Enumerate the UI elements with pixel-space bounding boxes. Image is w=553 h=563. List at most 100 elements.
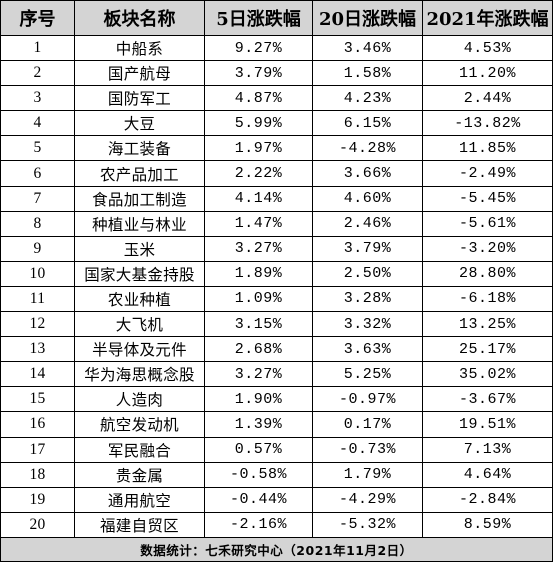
cell-20day-change: 3.63% (312, 336, 423, 363)
table-row: 17 军民融合 0.57% -0.73% 7.13% (0, 436, 553, 463)
cell-20day-change: 1.79% (312, 461, 423, 488)
cell-index: 20 (0, 511, 75, 539)
cell-20day-change: -0.97% (312, 386, 423, 413)
cell-5day-change: 3.27% (204, 235, 313, 262)
cell-5day-change: 5.99% (204, 110, 313, 137)
cell-2021-change: -5.45% (422, 185, 553, 212)
cell-index: 7 (0, 185, 75, 212)
cell-5day-change: 1.39% (204, 411, 313, 438)
header-5day-change: 5日涨跌幅 (204, 0, 313, 36)
cell-20day-change: 3.28% (312, 285, 423, 313)
cell-20day-change: 3.46% (312, 34, 423, 62)
cell-index: 11 (0, 285, 75, 313)
table-row: 8 种植业与林业 1.47% 2.46% -5.61% (0, 210, 553, 237)
cell-2021-change: -3.67% (422, 386, 553, 413)
cell-index: 2 (0, 60, 75, 87)
cell-2021-change: 11.20% (422, 60, 553, 87)
cell-20day-change: 4.23% (312, 85, 423, 112)
cell-sector-name: 海工装备 (74, 135, 205, 162)
cell-sector-name: 国产航母 (74, 60, 205, 87)
cell-sector-name: 贵金属 (74, 461, 205, 488)
footer-row: 数据统计：七禾研究中心（2021年11月2日） (0, 537, 553, 562)
cell-index: 9 (0, 235, 75, 262)
cell-2021-change: 4.64% (422, 461, 553, 488)
table-row: 20 福建自贸区 -2.16% -5.32% 8.59% (0, 511, 553, 539)
cell-5day-change: 2.68% (204, 336, 313, 363)
cell-index: 10 (0, 260, 75, 287)
cell-5day-change: 3.27% (204, 361, 313, 388)
table-row: 16 航空发动机 1.39% 0.17% 19.51% (0, 411, 553, 438)
header-sector-name: 板块名称 (74, 0, 205, 36)
cell-sector-name: 大飞机 (74, 311, 205, 338)
table-row: 4 大豆 5.99% 6.15% -13.82% (0, 110, 553, 137)
cell-sector-name: 中船系 (74, 34, 205, 62)
data-source-note: 数据统计：七禾研究中心（2021年11月2日） (0, 537, 553, 562)
cell-2021-change: 11.85% (422, 135, 553, 162)
cell-20day-change: 1.58% (312, 60, 423, 87)
cell-20day-change: 2.50% (312, 260, 423, 287)
cell-2021-change: 28.80% (422, 260, 553, 287)
table-row: 10 国家大基金持股 1.89% 2.50% 28.80% (0, 260, 553, 287)
cell-2021-change: 2.44% (422, 85, 553, 112)
cell-index: 17 (0, 436, 75, 463)
cell-2021-change: 25.17% (422, 336, 553, 363)
cell-index: 14 (0, 361, 75, 388)
cell-20day-change: 5.25% (312, 361, 423, 388)
cell-5day-change: -2.16% (204, 511, 313, 539)
table-row: 3 国防军工 4.87% 4.23% 2.44% (0, 85, 553, 112)
cell-20day-change: -4.29% (312, 486, 423, 513)
cell-5day-change: 1.97% (204, 135, 313, 162)
table-row: 13 半导体及元件 2.68% 3.63% 25.17% (0, 336, 553, 363)
cell-sector-name: 玉米 (74, 235, 205, 262)
cell-index: 15 (0, 386, 75, 413)
cell-20day-change: 0.17% (312, 411, 423, 438)
table-row: 12 大飞机 3.15% 3.32% 13.25% (0, 311, 553, 338)
table-row: 9 玉米 3.27% 3.79% -3.20% (0, 235, 553, 262)
cell-sector-name: 华为海思概念股 (74, 361, 205, 388)
cell-20day-change: 6.15% (312, 110, 423, 137)
table-row: 2 国产航母 3.79% 1.58% 11.20% (0, 60, 553, 87)
cell-sector-name: 国防军工 (74, 85, 205, 112)
cell-index: 5 (0, 135, 75, 162)
cell-index: 18 (0, 461, 75, 488)
table-row: 18 贵金属 -0.58% 1.79% 4.64% (0, 461, 553, 488)
cell-2021-change: -2.49% (422, 160, 553, 187)
cell-index: 3 (0, 85, 75, 112)
cell-2021-change: 7.13% (422, 436, 553, 463)
table-row: 19 通用航空 -0.44% -4.29% -2.84% (0, 486, 553, 513)
cell-2021-change: -5.61% (422, 210, 553, 237)
cell-sector-name: 人造肉 (74, 386, 205, 413)
cell-sector-name: 军民融合 (74, 436, 205, 463)
header-row: 序号 板块名称 5日涨跌幅 20日涨跌幅 2021年涨跌幅 (0, 0, 553, 36)
header-20day-change: 20日涨跌幅 (312, 0, 423, 36)
cell-sector-name: 通用航空 (74, 486, 205, 513)
cell-5day-change: 3.79% (204, 60, 313, 87)
header-2021-change: 2021年涨跌幅 (422, 0, 553, 36)
cell-5day-change: 4.87% (204, 85, 313, 112)
cell-sector-name: 大豆 (74, 110, 205, 137)
cell-5day-change: 1.47% (204, 210, 313, 237)
cell-5day-change: 0.57% (204, 436, 313, 463)
table-row: 11 农业种植 1.09% 3.28% -6.18% (0, 285, 553, 313)
cell-sector-name: 种植业与林业 (74, 210, 205, 237)
table-row: 5 海工装备 1.97% -4.28% 11.85% (0, 135, 553, 162)
table-row: 7 食品加工制造 4.14% 4.60% -5.45% (0, 185, 553, 212)
cell-20day-change: 4.60% (312, 185, 423, 212)
cell-5day-change: 9.27% (204, 34, 313, 62)
cell-sector-name: 半导体及元件 (74, 336, 205, 363)
cell-2021-change: 35.02% (422, 361, 553, 388)
cell-20day-change: -5.32% (312, 511, 423, 539)
cell-5day-change: -0.44% (204, 486, 313, 513)
cell-20day-change: 3.32% (312, 311, 423, 338)
cell-20day-change: 3.79% (312, 235, 423, 262)
cell-5day-change: 2.22% (204, 160, 313, 187)
cell-2021-change: 13.25% (422, 311, 553, 338)
table-row: 14 华为海思概念股 3.27% 5.25% 35.02% (0, 361, 553, 388)
cell-5day-change: 1.90% (204, 386, 313, 413)
cell-2021-change: -6.18% (422, 285, 553, 313)
cell-5day-change: 4.14% (204, 185, 313, 212)
cell-2021-change: 8.59% (422, 511, 553, 539)
cell-index: 1 (0, 34, 75, 62)
cell-5day-change: 3.15% (204, 311, 313, 338)
